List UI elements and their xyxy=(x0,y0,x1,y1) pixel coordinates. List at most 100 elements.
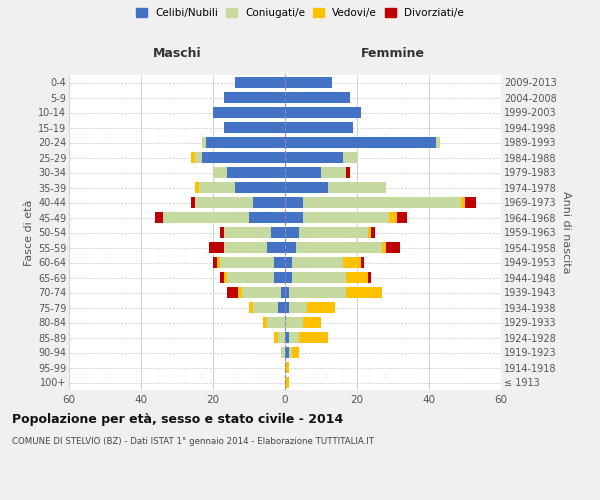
Bar xyxy=(389,212,397,223)
Text: Femmine: Femmine xyxy=(361,47,425,60)
Bar xyxy=(343,257,361,268)
Bar xyxy=(285,197,303,208)
Bar xyxy=(465,197,476,208)
Bar xyxy=(191,152,195,163)
Bar xyxy=(195,197,253,208)
Bar xyxy=(285,287,289,298)
Bar xyxy=(285,302,289,313)
Bar xyxy=(382,242,386,253)
Bar xyxy=(292,272,346,283)
Bar xyxy=(281,347,285,358)
Bar xyxy=(202,137,206,148)
Bar xyxy=(303,197,461,208)
Bar xyxy=(227,287,238,298)
Bar xyxy=(220,227,224,238)
Bar xyxy=(285,182,328,193)
Bar xyxy=(220,257,274,268)
Bar xyxy=(285,377,289,388)
Bar xyxy=(155,212,163,223)
Bar xyxy=(285,107,361,118)
Bar xyxy=(191,197,195,208)
Bar xyxy=(199,182,235,193)
Bar xyxy=(249,302,253,313)
Text: Popolazione per età, sesso e stato civile - 2014: Popolazione per età, sesso e stato civil… xyxy=(12,412,343,426)
Bar xyxy=(461,197,465,208)
Bar xyxy=(249,212,285,223)
Bar xyxy=(224,92,285,103)
Bar xyxy=(285,272,292,283)
Bar xyxy=(206,137,285,148)
Bar xyxy=(285,212,303,223)
Bar xyxy=(321,167,346,178)
Bar xyxy=(371,227,375,238)
Bar xyxy=(289,287,346,298)
Bar xyxy=(289,302,307,313)
Bar xyxy=(289,332,299,343)
Bar xyxy=(263,317,267,328)
Bar xyxy=(278,332,285,343)
Bar xyxy=(213,257,217,268)
Bar xyxy=(285,257,292,268)
Bar xyxy=(328,182,386,193)
Bar xyxy=(274,332,278,343)
Bar xyxy=(307,302,335,313)
Bar xyxy=(227,167,285,178)
Bar xyxy=(224,227,271,238)
Bar xyxy=(285,152,343,163)
Bar xyxy=(195,182,199,193)
Bar xyxy=(292,347,299,358)
Y-axis label: Fasce di età: Fasce di età xyxy=(23,200,34,266)
Bar xyxy=(397,212,407,223)
Bar xyxy=(285,167,321,178)
Bar xyxy=(303,212,389,223)
Bar xyxy=(220,272,224,283)
Bar xyxy=(267,317,285,328)
Bar xyxy=(285,92,350,103)
Bar xyxy=(346,167,350,178)
Bar xyxy=(227,272,274,283)
Bar xyxy=(289,347,292,358)
Bar xyxy=(209,242,224,253)
Bar xyxy=(235,77,285,88)
Text: Maschi: Maschi xyxy=(152,47,202,60)
Bar xyxy=(285,332,289,343)
Bar xyxy=(217,257,220,268)
Bar xyxy=(267,242,285,253)
Bar xyxy=(224,242,267,253)
Bar xyxy=(271,227,285,238)
Bar xyxy=(285,347,289,358)
Bar xyxy=(296,242,382,253)
Bar xyxy=(361,257,364,268)
Bar xyxy=(238,287,242,298)
Bar xyxy=(303,317,321,328)
Bar xyxy=(285,77,332,88)
Bar xyxy=(163,212,249,223)
Bar xyxy=(274,272,285,283)
Bar xyxy=(285,362,289,373)
Bar xyxy=(292,257,343,268)
Bar xyxy=(202,152,285,163)
Bar xyxy=(278,302,285,313)
Bar xyxy=(242,287,281,298)
Bar xyxy=(195,152,202,163)
Bar xyxy=(346,272,368,283)
Bar xyxy=(285,317,303,328)
Bar xyxy=(285,122,353,133)
Bar xyxy=(368,227,371,238)
Bar xyxy=(386,242,400,253)
Legend: Celibi/Nubili, Coniugati/e, Vedovi/e, Divorziati/e: Celibi/Nubili, Coniugati/e, Vedovi/e, Di… xyxy=(133,5,467,21)
Bar xyxy=(299,227,368,238)
Bar xyxy=(253,197,285,208)
Bar xyxy=(285,227,299,238)
Bar xyxy=(224,272,227,283)
Bar xyxy=(346,287,382,298)
Bar xyxy=(213,167,227,178)
Y-axis label: Anni di nascita: Anni di nascita xyxy=(560,191,571,274)
Bar xyxy=(368,272,371,283)
Bar xyxy=(436,137,440,148)
Bar xyxy=(281,287,285,298)
Bar xyxy=(274,257,285,268)
Bar xyxy=(235,182,285,193)
Bar xyxy=(343,152,357,163)
Text: COMUNE DI STELVIO (BZ) - Dati ISTAT 1° gennaio 2014 - Elaborazione TUTTITALIA.IT: COMUNE DI STELVIO (BZ) - Dati ISTAT 1° g… xyxy=(12,438,374,446)
